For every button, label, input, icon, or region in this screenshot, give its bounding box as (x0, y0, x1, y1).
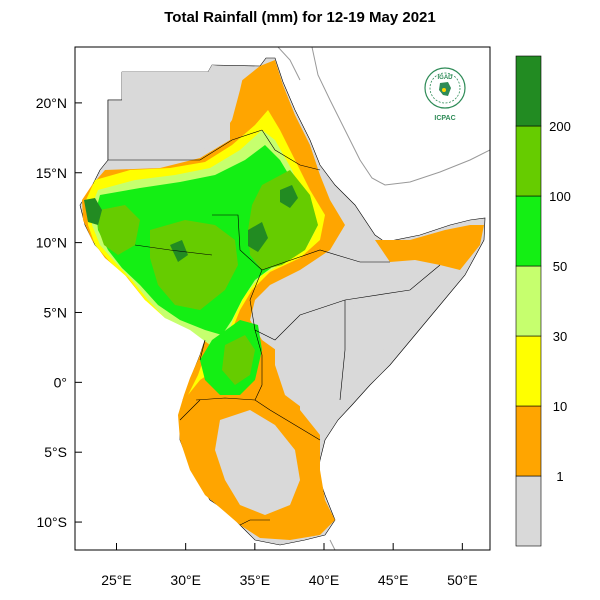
colorbar-swatch (515, 265, 542, 337)
icpac-logo: IGAD ICPAC (424, 67, 466, 122)
y-axis: 20°N 15°N 10°N 5°N 0° 5°S 10°S (36, 95, 82, 530)
grey-patch-kenya (275, 320, 345, 410)
rain-southsudan-medium (150, 220, 238, 310)
arabia-coastline (311, 47, 490, 186)
map-content (75, 47, 490, 550)
grey-patch-tanzania (215, 410, 300, 515)
logo-top-text: IGAD (438, 75, 454, 81)
rain-ethiopia-medium (248, 170, 318, 270)
colorbar-swatch (515, 195, 542, 267)
y-tick-label: 10°N (36, 235, 67, 251)
rain-dark-spot-2 (248, 222, 268, 252)
colorbar-swatch (515, 405, 542, 477)
colorbar-label: 200 (549, 119, 571, 134)
x-tick-label: 45°E (378, 572, 409, 588)
map-title: Total Rainfall (mm) for 12-19 May 2021 (164, 9, 436, 26)
x-tick-label: 50°E (447, 572, 478, 588)
colorbar-swatch (515, 335, 542, 407)
y-tick-label: 20°N (36, 95, 67, 111)
x-axis: 25°E 30°E 35°E 40°E 45°E 50°E (101, 543, 478, 588)
colorbar-label: 10 (553, 399, 567, 414)
rain-dark-spot-1 (84, 198, 102, 225)
logo-bottom-text: ICPAC (434, 115, 455, 122)
y-tick-label: 10°S (36, 514, 67, 530)
map-frame (74, 46, 491, 551)
colorbar: 1 10 30 50 100 200 (515, 55, 571, 547)
country-borders (107, 99, 441, 526)
horn-orange-zone (375, 225, 484, 270)
rain-dark-spot-3 (280, 185, 298, 208)
grey-patch-somalia (352, 270, 440, 360)
x-tick-label: 30°E (170, 572, 201, 588)
colorbar-swatch (515, 125, 542, 197)
x-tick-label: 40°E (309, 572, 340, 588)
colorbar-label: 1 (556, 469, 563, 484)
y-tick-label: 5°N (44, 304, 68, 320)
colorbar-swatch (515, 55, 542, 127)
grey-patch-sudan (108, 65, 245, 165)
x-tick-label: 35°E (240, 572, 271, 588)
colorbar-label: 50 (553, 259, 567, 274)
rain-uganda-medium (222, 335, 255, 385)
rain-car-medium (98, 205, 140, 255)
colorbar-swatch (515, 475, 542, 547)
colorbar-label: 30 (553, 329, 567, 344)
y-tick-label: 0° (54, 374, 67, 390)
sinai-coastline (277, 47, 301, 81)
x-tick-label: 25°E (101, 572, 132, 588)
y-tick-label: 5°S (44, 444, 67, 460)
y-tick-label: 15°N (36, 165, 67, 181)
madagascar-hint (329, 539, 336, 550)
colorbar-label: 100 (549, 189, 571, 204)
